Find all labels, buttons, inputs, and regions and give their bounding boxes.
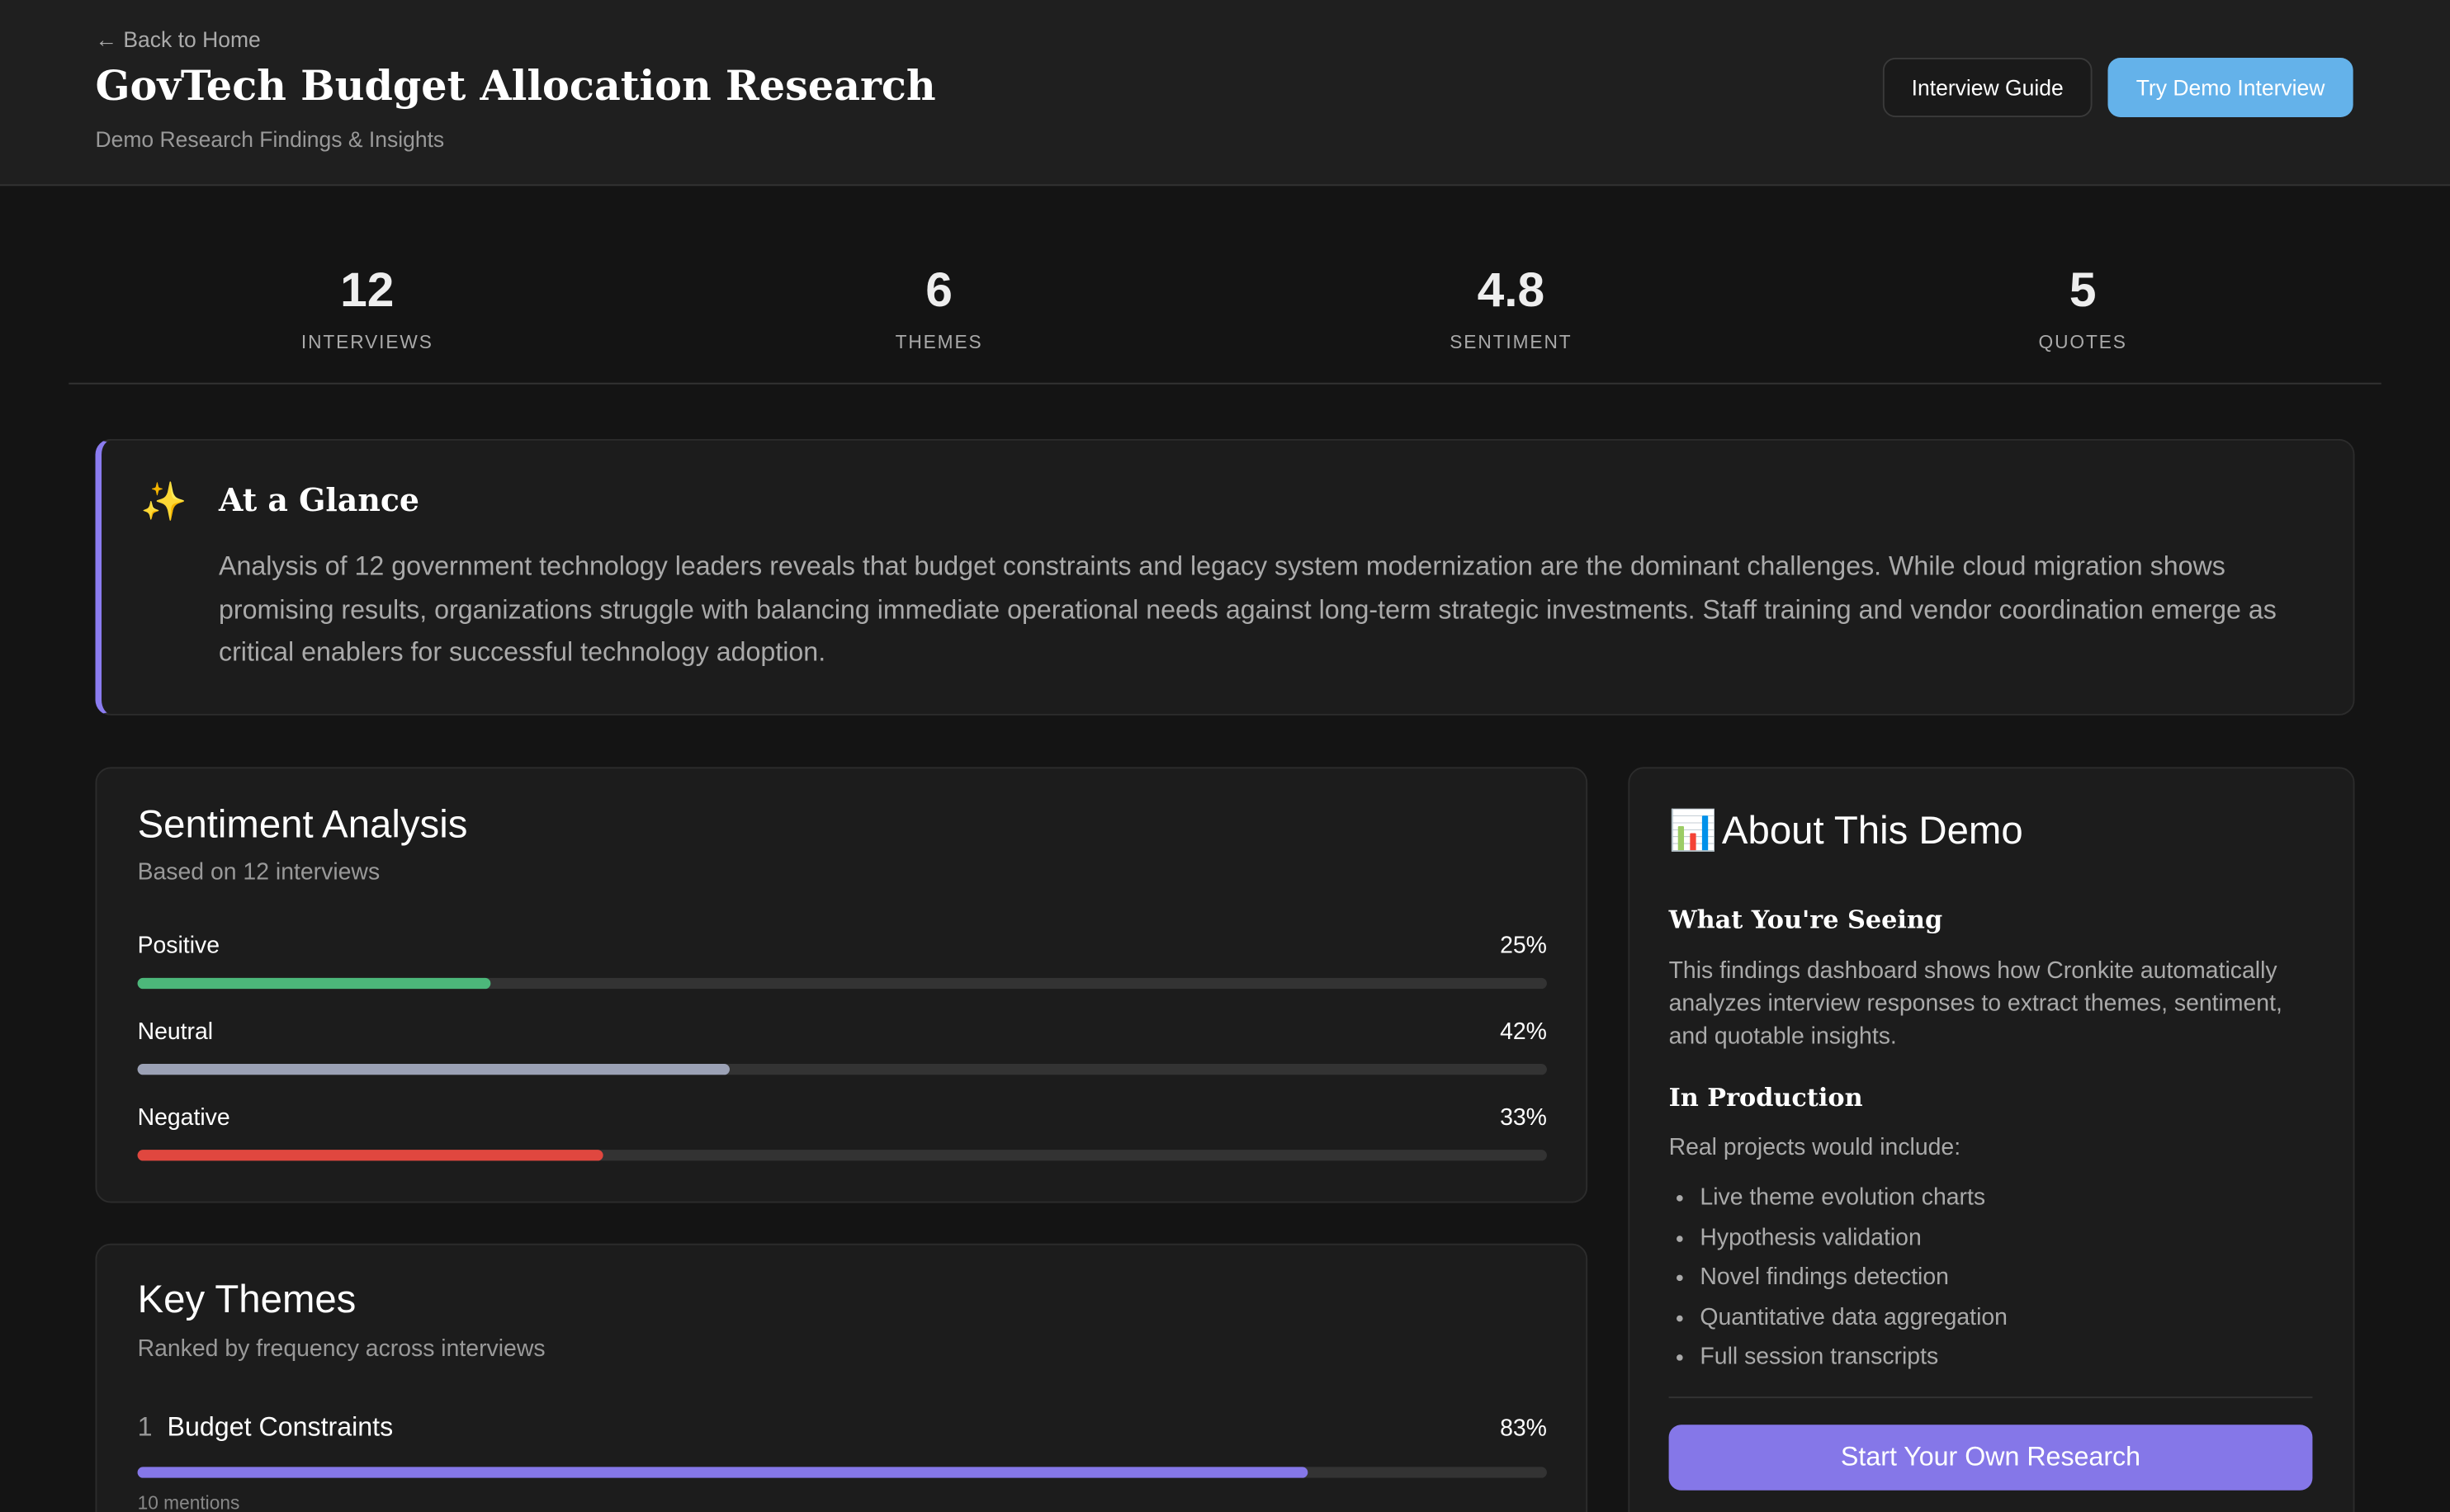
stat-label: SENTIMENT (1450, 331, 1573, 353)
bar-track (137, 1467, 1547, 1478)
interview-guide-button[interactable]: Interview Guide (1882, 58, 2093, 117)
sentiment-percent: 25% (1500, 933, 1547, 960)
chart-icon: 📊 (1668, 809, 1718, 853)
sentiment-percent: 33% (1500, 1104, 1547, 1132)
bar-track (137, 1064, 1547, 1075)
stat-label: INTERVIEWS (300, 331, 433, 353)
about-card (1628, 767, 2355, 1512)
sentiment-subtitle: Based on 12 interviews (137, 859, 381, 886)
stat-value: 12 (340, 262, 395, 318)
feature-item: Live theme evolution charts (1700, 1178, 2008, 1217)
bar-track (137, 1150, 1547, 1161)
bar-fill (137, 1150, 603, 1161)
bar-track (137, 977, 1547, 990)
sentiment-label: Negative (137, 1104, 230, 1132)
theme-percent: 83% (1500, 1415, 1547, 1443)
glance-text: Analysis of 12 government technology lea… (219, 551, 2277, 668)
feature-list: Live theme evolution chartsHypothesis va… (1669, 1178, 2008, 1377)
bar-fill (137, 977, 490, 990)
feature-item: Quantitative data aggregation (1700, 1297, 2008, 1337)
stat-value: 4.8 (1477, 262, 1545, 318)
stat-value: 5 (2069, 262, 2097, 318)
page-subtitle: Demo Research Findings & Insights (95, 126, 445, 152)
feature-item: Novel findings detection (1700, 1258, 2008, 1297)
section-title: In Production (1668, 1082, 1863, 1113)
start-research-button[interactable]: Start Your Own Research (1668, 1425, 2313, 1491)
sentiment-label: Neutral (137, 1018, 214, 1046)
about-title: About This Demo (1721, 809, 2023, 853)
sparkle-icon: ✨ (140, 481, 187, 524)
feature-item: Full session transcripts (1700, 1337, 2008, 1377)
bar-fill (137, 1064, 730, 1075)
divider (69, 382, 2381, 385)
feature-item: Hypothesis validation (1700, 1217, 2008, 1257)
sentiment-percent: 42% (1500, 1018, 1547, 1046)
page-title: GovTech Budget Allocation Research (95, 64, 936, 111)
theme-rank: 1 (137, 1412, 153, 1443)
stat-label: THEMES (895, 331, 983, 353)
themes-subtitle: Ranked by frequency across interviews (137, 1335, 546, 1363)
section-title: What You're Seeing (1668, 904, 1943, 934)
theme-mentions: 10 mentions (137, 1491, 240, 1512)
sentiment-label: Positive (137, 933, 220, 960)
back-link[interactable]: ← Back to Home (95, 26, 261, 52)
glance-title: At a Glance (219, 481, 419, 519)
themes-title: Key Themes (137, 1278, 357, 1322)
section-text: This findings dashboard shows how Cronki… (1668, 957, 2282, 1051)
bar-fill (137, 1467, 1308, 1478)
theme-name: Budget Constraints (167, 1412, 394, 1443)
sentiment-title: Sentiment Analysis (137, 802, 468, 847)
try-demo-button[interactable]: Try Demo Interview (2107, 58, 2353, 117)
divider (1668, 1396, 2313, 1399)
glance-card (95, 438, 2355, 716)
stat-value: 6 (925, 262, 953, 318)
section-intro: Real projects would include: (1668, 1134, 1961, 1161)
stat-label: QUOTES (2038, 331, 2127, 353)
